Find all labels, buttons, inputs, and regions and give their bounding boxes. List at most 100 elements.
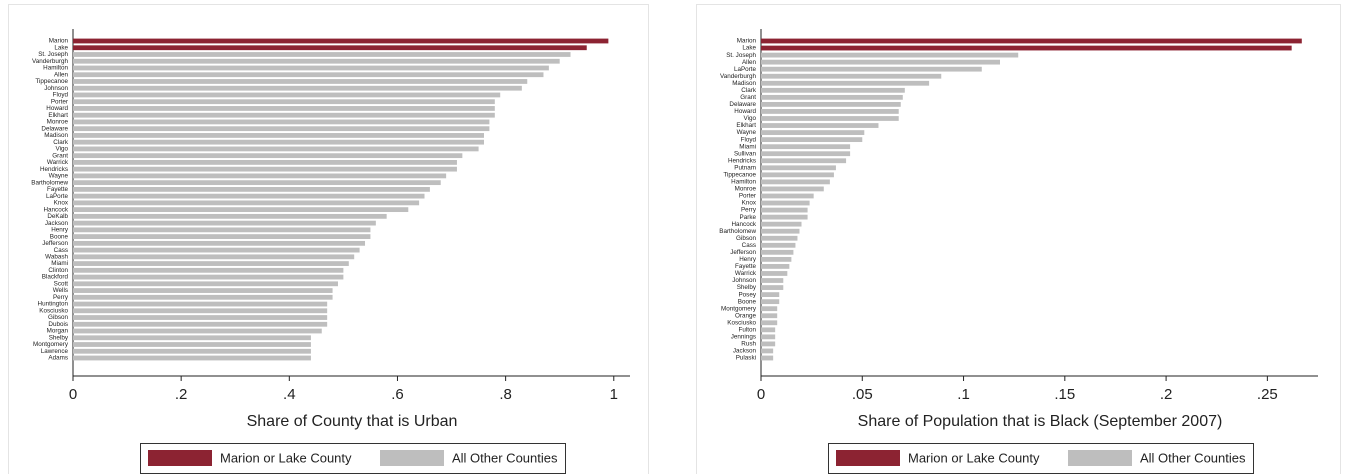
bar	[73, 72, 544, 78]
x-tick-label: .8	[499, 386, 512, 403]
bar	[73, 85, 522, 91]
x-tick-label: 1	[610, 386, 618, 403]
bar	[761, 221, 802, 227]
category-label: Grant	[740, 94, 756, 101]
category-label: Bartholomew	[719, 228, 756, 235]
category-label: Shelby	[737, 284, 757, 291]
bar	[73, 133, 484, 138]
bar	[761, 299, 780, 305]
bar	[73, 342, 311, 347]
category-label: Marion	[49, 38, 69, 45]
bar	[761, 228, 800, 234]
category-label: Fulton	[738, 326, 756, 333]
category-label: Monroe	[735, 186, 757, 193]
category-label: Miami	[739, 143, 756, 150]
category-label: Hancock	[732, 221, 757, 228]
x-tick-label: .2	[175, 386, 188, 403]
x-tick-label: .1	[957, 386, 970, 403]
bar	[761, 306, 778, 312]
bar	[73, 301, 328, 307]
category-label: Kosciusko	[39, 307, 68, 314]
category-label: Wayne	[49, 173, 69, 180]
bar	[73, 166, 457, 172]
x-tick-label: .6	[391, 386, 404, 403]
category-label: Posey	[738, 291, 756, 298]
category-label: Tippecanoe	[35, 78, 68, 85]
category-label: Allen	[742, 59, 756, 66]
category-label: Knox	[742, 200, 757, 207]
category-label: Madison	[732, 80, 756, 87]
category-label: Warrick	[47, 159, 69, 166]
category-label: Henry	[51, 227, 69, 234]
category-label: Tippecanoe	[723, 172, 756, 179]
bar	[73, 281, 338, 287]
bar	[73, 58, 560, 64]
bar	[73, 180, 441, 186]
legend-swatch	[836, 450, 900, 466]
category-label: Johnson	[44, 85, 68, 92]
bar	[761, 80, 930, 86]
category-label: DeKalb	[47, 213, 68, 220]
category-label: Morgan	[47, 328, 69, 335]
bar	[73, 193, 425, 199]
category-label: Vanderburgh	[720, 73, 756, 80]
bar	[73, 254, 355, 260]
bar	[761, 313, 778, 319]
bar	[761, 242, 796, 248]
bar	[73, 99, 495, 105]
category-label: Hamilton	[731, 179, 756, 186]
panel-border	[696, 4, 1341, 474]
x-tick-label: .05	[852, 386, 873, 403]
bar	[73, 79, 528, 84]
category-label: Clark	[53, 139, 69, 146]
bar	[761, 193, 814, 199]
category-label: Johnson	[732, 277, 756, 284]
category-label: Gibson	[736, 235, 756, 242]
category-label: Howard	[734, 108, 756, 115]
bar	[73, 227, 371, 233]
bar	[761, 264, 790, 269]
bar	[73, 335, 311, 341]
category-label: Rush	[741, 341, 756, 348]
category-label: Vanderburgh	[32, 58, 68, 65]
bar	[73, 200, 420, 206]
category-label: Hancock	[44, 206, 69, 213]
bar	[73, 126, 490, 132]
category-label: Lawrence	[41, 348, 69, 355]
bar	[73, 65, 549, 71]
category-label: Warrick	[735, 270, 757, 277]
x-tick-label: .4	[283, 386, 296, 403]
x-tick-label: .25	[1257, 386, 1278, 403]
category-label: Monroe	[47, 119, 69, 126]
bar	[761, 292, 780, 297]
x-tick-label: 0	[69, 386, 77, 403]
category-label: Wabash	[45, 254, 68, 261]
category-label: LaPorte	[46, 193, 69, 200]
category-label: Wayne	[737, 129, 757, 136]
bar	[761, 186, 824, 192]
bar	[761, 165, 836, 171]
bar	[73, 92, 501, 98]
category-label: Delaware	[729, 101, 756, 108]
category-label: Parke	[740, 214, 757, 221]
bar	[761, 327, 776, 333]
bar	[73, 247, 360, 253]
bar	[761, 144, 851, 150]
bar	[761, 179, 830, 185]
bar	[73, 308, 328, 314]
category-label: Blackford	[42, 274, 69, 281]
legend-swatch	[148, 450, 212, 466]
category-label: Hendricks	[728, 157, 756, 164]
bar	[73, 321, 328, 327]
bar	[73, 240, 366, 246]
category-label: Shelby	[49, 334, 69, 341]
category-label: Delaware	[41, 125, 68, 132]
category-label: Jefferson	[730, 249, 756, 256]
category-label: Jackson	[45, 220, 69, 227]
bar	[73, 186, 430, 192]
bar	[73, 146, 479, 152]
category-label: Grant	[52, 152, 68, 159]
bar	[73, 112, 495, 118]
